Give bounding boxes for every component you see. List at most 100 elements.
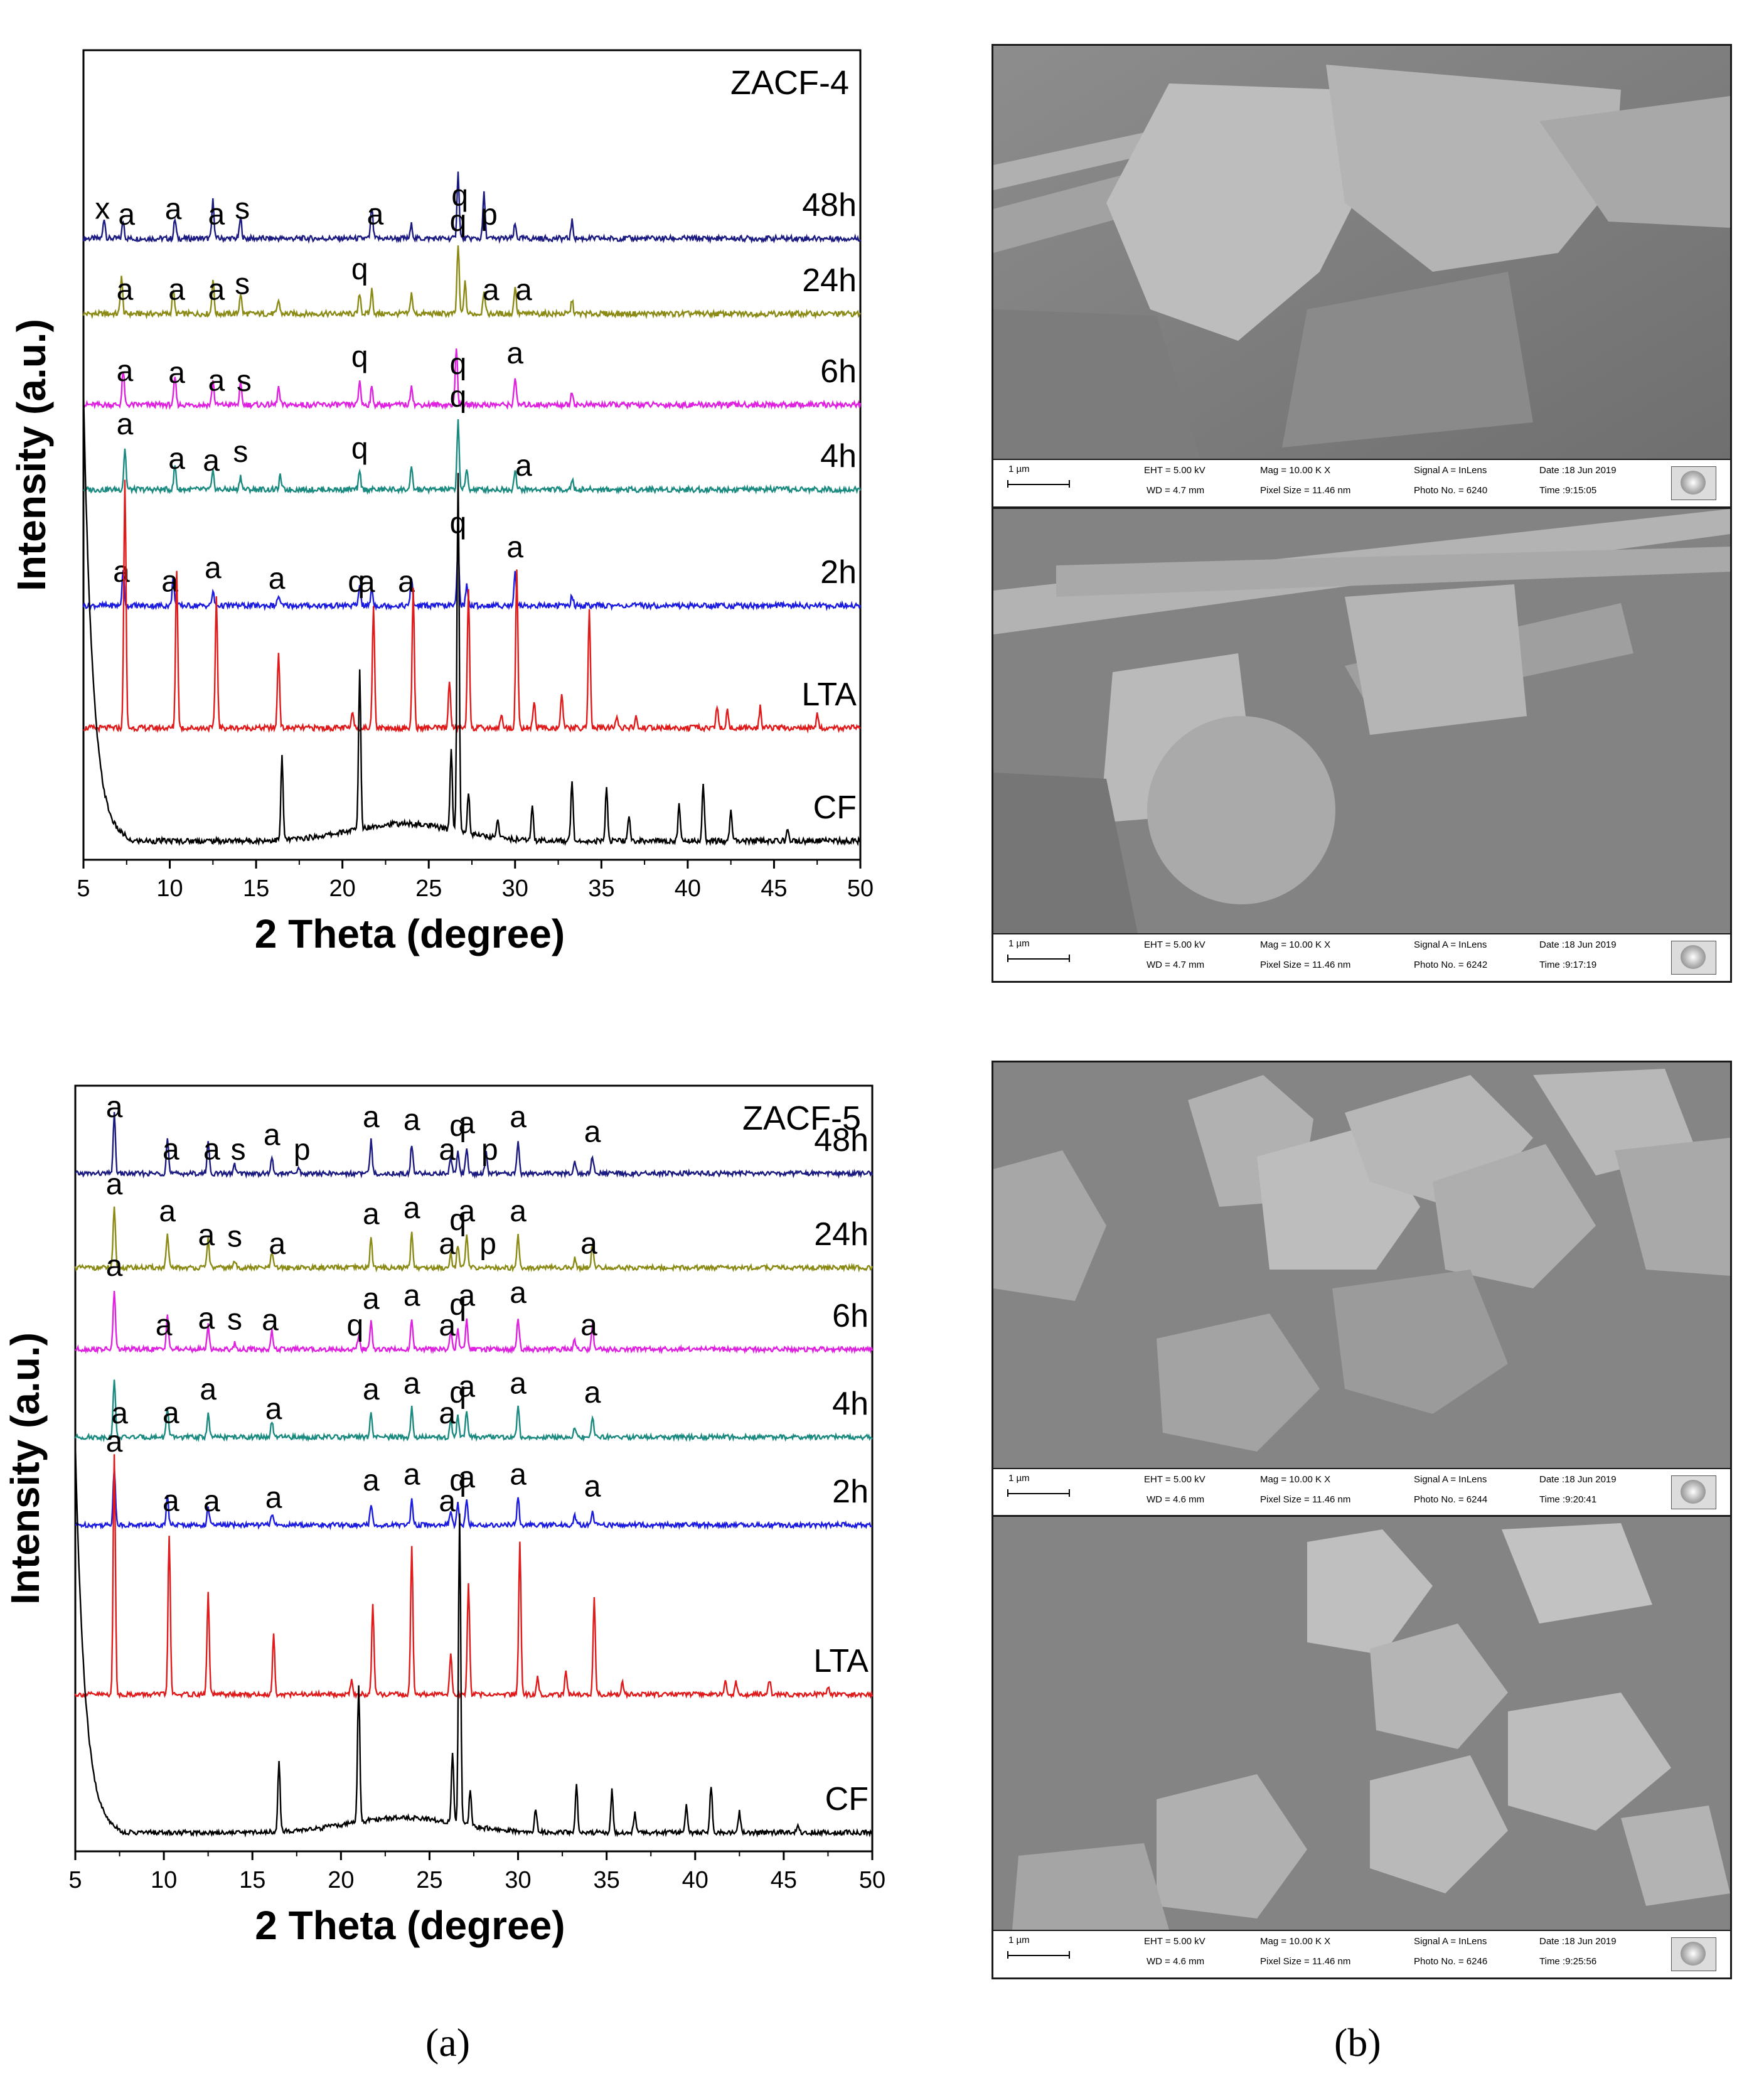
phase-label-a: a — [580, 1228, 597, 1261]
phase-label-s: s — [235, 267, 250, 301]
phase-label-a: a — [483, 274, 500, 307]
series-label-lta: LTA — [813, 1643, 869, 1679]
scale-bar-tick-left — [1007, 1951, 1008, 1959]
sem-mag: Mag = 10.00 K X — [1260, 1474, 1331, 1485]
phase-label-s: s — [233, 436, 248, 469]
phase-label-a: a — [404, 1280, 420, 1313]
sem-time: Time :9:17:19 — [1539, 960, 1597, 970]
sem-info-bar-3: 1 µm EHT = 5.00 kV WD = 4.6 mm Mag = 10.… — [993, 1468, 1730, 1516]
phase-label-a: a — [510, 1195, 527, 1228]
sem-date: Date :18 Jun 2019 — [1539, 1474, 1617, 1485]
sem-wd: WD = 4.7 mm — [1147, 960, 1205, 970]
sem-signal: Signal A = InLens — [1414, 1936, 1487, 1947]
phase-label-a: a — [404, 1458, 420, 1491]
phase-label-a: a — [515, 274, 532, 307]
phase-label-a: a — [203, 1133, 220, 1167]
phase-label-a: a — [367, 198, 384, 232]
phase-label-a: a — [200, 1373, 216, 1406]
series-label-48h: 48h — [814, 1122, 869, 1158]
panel-label-b: (b) — [1334, 2020, 1381, 2065]
phase-label-a: a — [584, 1116, 601, 1149]
phase-label-a: a — [168, 442, 185, 476]
series-label-lta: LTA — [801, 677, 857, 713]
x-tick-label: 20 — [329, 875, 356, 902]
sem-info-bar-1: 1 µm EHT = 5.00 kV WD = 4.7 mm Mag = 10.… — [993, 459, 1730, 506]
phase-label-q: q — [351, 341, 368, 374]
sem-logo-emblem — [1681, 1480, 1706, 1504]
phase-label-a: a — [203, 1485, 220, 1518]
sem-scale-text: 1 µm — [1008, 1473, 1030, 1484]
phase-label-a: a — [163, 1485, 179, 1518]
series-label-4h: 4h — [820, 438, 857, 474]
sem-logo-emblem — [1681, 1942, 1706, 1966]
scale-bar — [1007, 484, 1070, 485]
x-tick-label: 25 — [416, 1867, 442, 1893]
phase-label-p: p — [481, 198, 498, 232]
sem-pixel-size: Pixel Size = 11.46 nm — [1260, 1494, 1351, 1505]
phase-label-a: a — [510, 1458, 527, 1491]
phase-label-a: a — [265, 1393, 282, 1426]
phase-label-a: a — [458, 1280, 475, 1313]
phase-label-a: a — [439, 1133, 456, 1167]
x-tick-label: 15 — [243, 875, 269, 902]
sem-mag: Mag = 10.00 K X — [1260, 939, 1331, 950]
sem-logo-icon — [1671, 941, 1716, 975]
series-label-24h: 24h — [802, 262, 857, 299]
series-line-2h — [82, 547, 862, 612]
x-tick-label: 20 — [328, 1867, 354, 1893]
sem-scale-text: 1 µm — [1008, 1935, 1030, 1945]
series-line-lta — [83, 479, 861, 734]
phase-label-a: a — [358, 565, 375, 599]
sem-eht: EHT = 5.00 kV — [1144, 465, 1205, 476]
sem-signal: Signal A = InLens — [1414, 939, 1487, 950]
scale-bar-tick-left — [1007, 1489, 1008, 1497]
sem-eht: EHT = 5.00 kV — [1144, 1936, 1205, 1947]
phase-label-q: q — [449, 1110, 466, 1143]
phase-label-a: a — [515, 449, 532, 483]
phase-label-a: a — [208, 198, 225, 232]
xrd-chart-zacf-4-svg: 5 10 15 20 25 30 35 40 45 50 2 Theta (degree) Inten… — [9, 49, 874, 956]
phase-label-s: s — [227, 1303, 242, 1337]
sem-mag: Mag = 10.00 K X — [1260, 465, 1331, 476]
xrd-chart-zacf-5-svg: 5 10 15 20 25 30 35 40 45 50 2 Theta (degree) Inten… — [3, 1084, 885, 1948]
phase-label-q: q — [450, 205, 467, 238]
plot-frame — [82, 49, 862, 861]
phase-label-q: q — [451, 179, 468, 213]
scale-bar — [1007, 1955, 1070, 1956]
phase-label-a: a — [205, 552, 222, 585]
series-label-cf: CF — [825, 1781, 869, 1817]
sem-time: Time :9:25:56 — [1539, 1956, 1597, 1967]
phase-label-q: q — [348, 565, 365, 599]
series-label-cf: CF — [813, 789, 857, 826]
sem-micrograph-1: 1 µm EHT = 5.00 kV WD = 4.7 mm Mag = 10.… — [992, 44, 1732, 508]
series-line-48h — [75, 1111, 874, 1179]
sem-mag: Mag = 10.00 K X — [1260, 1936, 1331, 1947]
sem-micrograph-2: 1 µm EHT = 5.00 kV WD = 4.7 mm Mag = 10.… — [992, 507, 1732, 983]
phase-label-s: s — [237, 365, 252, 398]
phase-label-a: a — [510, 1101, 527, 1134]
phase-label-a: a — [117, 408, 134, 441]
phase-label-a: a — [265, 1481, 282, 1514]
series-line-cf — [74, 1442, 874, 1838]
sem-scale-text: 1 µm — [1008, 938, 1030, 949]
phase-label-a: a — [458, 1195, 475, 1228]
phase-label-a: a — [117, 274, 134, 307]
phase-label-a: a — [439, 1309, 456, 1342]
phase-label-x: x — [95, 192, 110, 225]
phase-label-s: s — [227, 1221, 242, 1254]
phase-label-a: a — [363, 1282, 380, 1315]
x-tick-label: 35 — [588, 875, 614, 902]
series-label-6h: 6h — [820, 353, 857, 390]
phase-label-q: q — [449, 1204, 466, 1237]
y-axis-title: Intensity (a.u.) — [9, 319, 54, 591]
sem-signal: Signal A = InLens — [1414, 465, 1487, 476]
phase-label-a: a — [439, 1485, 456, 1518]
series-line-6h — [75, 1291, 874, 1354]
sem-info-bar-2: 1 µm EHT = 5.00 kV WD = 4.7 mm Mag = 10.… — [993, 933, 1730, 981]
sem-wd: WD = 4.6 mm — [1147, 1494, 1205, 1505]
series-label-6h: 6h — [832, 1298, 869, 1334]
series-line-2h — [75, 1467, 873, 1531]
phase-label-a: a — [264, 1118, 281, 1152]
x-tick-label: 10 — [151, 1867, 177, 1893]
phase-label-a: a — [363, 1373, 380, 1406]
